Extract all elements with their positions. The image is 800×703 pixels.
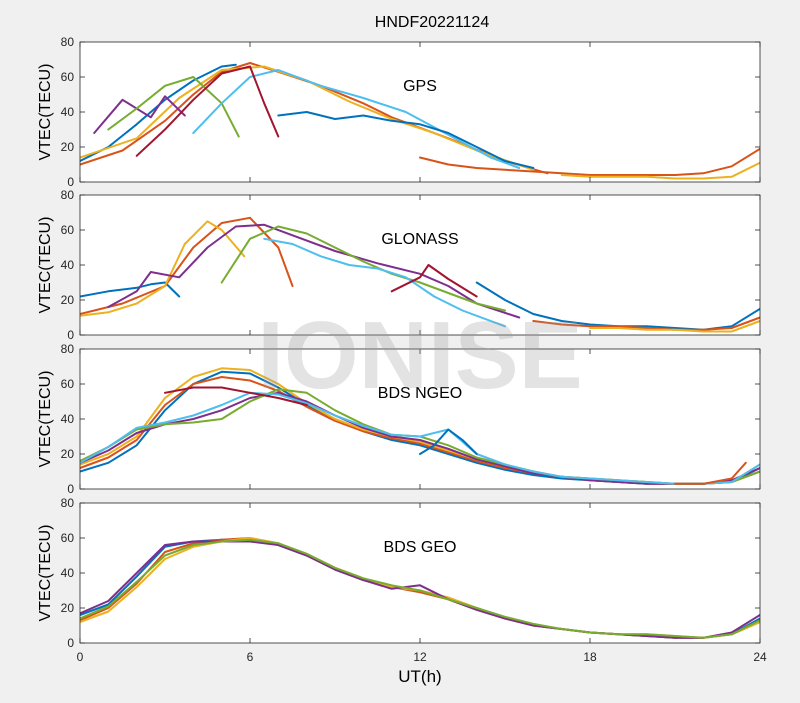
panel-3: 0 20 40 60 80 VTEC(TECU) BDS NGEO: [37, 342, 761, 496]
series-line: [192, 69, 521, 169]
y-tick-label: 40: [61, 566, 75, 580]
y-tick-label: 20: [61, 601, 75, 615]
y-tick-label: 40: [61, 412, 75, 426]
plot-area: [80, 42, 760, 182]
panel-2: 0 20 40 60 80 VTEC(TECU) GLONASS: [37, 188, 761, 342]
series-line: [560, 161, 760, 180]
panel-4: 0 6 12 18 24 0 20 40 60 80 VTEC(TECU) BDS GEO: [37, 496, 767, 664]
plot-area: [80, 503, 760, 643]
y-tick-label: 80: [61, 496, 75, 510]
series-line: [263, 237, 506, 328]
series-group: [80, 367, 760, 485]
series-line: [419, 428, 478, 455]
y-axis-label: VTEC(TECU): [37, 371, 54, 468]
y-tick-label: 20: [61, 447, 75, 461]
panel-label: BDS NGEO: [378, 385, 462, 402]
series-line: [164, 386, 308, 406]
watermark: IONISE: [257, 302, 582, 409]
series-line: [80, 220, 246, 317]
x-axis-label: UT(h): [398, 667, 441, 686]
y-tick-label: 20: [61, 140, 75, 154]
y-tick-label: 60: [61, 377, 75, 391]
series-line: [107, 223, 521, 319]
y-tick-label: 80: [61, 35, 75, 49]
series-line: [532, 316, 760, 331]
series-line: [674, 461, 747, 485]
panel-label: GPS: [403, 78, 437, 95]
series-line: [80, 538, 760, 639]
series-line: [277, 111, 535, 169]
series-group: [80, 62, 760, 180]
y-tick-label: 0: [67, 175, 74, 189]
series-line: [80, 391, 760, 485]
series-group: [80, 537, 760, 639]
panel-1: 0 20 40 60 80 VTEC(TECU) GPS: [37, 35, 761, 189]
y-axis-label: VTEC(TECU): [37, 64, 54, 161]
x-tick-label: 12: [413, 650, 427, 664]
x-tick-label: 18: [583, 650, 597, 664]
series-line: [135, 65, 280, 157]
series-line: [419, 147, 760, 176]
series-line: [107, 76, 240, 138]
y-tick-label: 80: [61, 188, 75, 202]
figure-title: HNDF20221124: [375, 14, 490, 31]
y-tick-label: 60: [61, 531, 75, 545]
y-tick-label: 80: [61, 342, 75, 356]
y-tick-label: 60: [61, 70, 75, 84]
y-tick-label: 40: [61, 105, 75, 119]
series-line: [80, 391, 760, 485]
series-line: [93, 95, 186, 134]
series-group: [80, 216, 760, 333]
series-line: [80, 216, 294, 315]
panel-label: BDS GEO: [384, 539, 457, 556]
y-axis-label: VTEC(TECU): [37, 217, 54, 314]
series-line: [80, 281, 181, 298]
series-line: [390, 264, 478, 298]
y-tick-label: 20: [61, 293, 75, 307]
series-line: [80, 540, 760, 639]
x-tick-label: 6: [247, 650, 254, 664]
x-tick-label: 24: [753, 650, 767, 664]
y-tick-label: 40: [61, 258, 75, 272]
panel-label: GLONASS: [381, 231, 458, 248]
y-tick-label: 0: [67, 328, 74, 342]
y-tick-label: 0: [67, 636, 74, 650]
y-tick-label: 0: [67, 482, 74, 496]
y-tick-label: 60: [61, 223, 75, 237]
x-tick-label: 0: [77, 650, 84, 664]
y-axis-label: VTEC(TECU): [37, 525, 54, 622]
plot-area: [80, 195, 760, 335]
series-line: [589, 320, 760, 333]
series-line: [220, 225, 506, 312]
